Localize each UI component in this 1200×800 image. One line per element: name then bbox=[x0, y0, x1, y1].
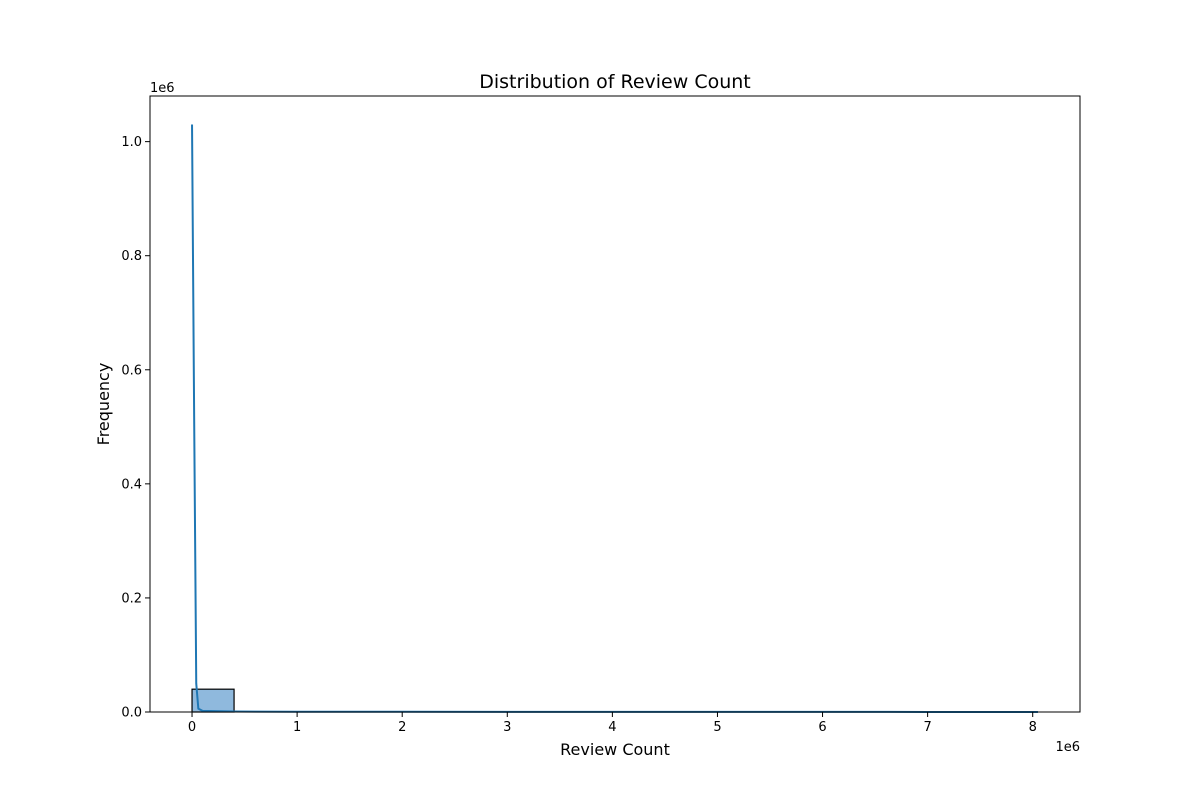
x-axis-title: Review Count bbox=[560, 740, 670, 759]
x-tick-label: 3 bbox=[503, 720, 511, 735]
y-tick-label: 0.8 bbox=[121, 249, 142, 264]
x-tick-label: 2 bbox=[398, 720, 406, 735]
plot-frame bbox=[149, 95, 1081, 713]
x-tick-label: 5 bbox=[713, 720, 721, 735]
x-tick-label: 8 bbox=[1029, 720, 1037, 735]
x-offset-label: 1e6 bbox=[1055, 740, 1080, 755]
x-tick-label: 6 bbox=[818, 720, 826, 735]
x-tick-label: 4 bbox=[608, 720, 616, 735]
chart-title: Distribution of Review Count bbox=[479, 71, 751, 93]
y-offset-label: 1e6 bbox=[150, 81, 175, 96]
x-tick-label: 1 bbox=[293, 720, 301, 735]
x-tick-label: 0 bbox=[188, 720, 196, 735]
y-tick-label: 0.6 bbox=[121, 363, 142, 378]
kde-line bbox=[191, 124, 1038, 713]
y-tick-label: 0.4 bbox=[121, 477, 142, 492]
y-tick-label: 0.0 bbox=[121, 706, 142, 721]
x-ticks: 0 1 2 3 4 5 6 7 8 bbox=[188, 712, 1037, 735]
y-axis-title: Frequency bbox=[94, 363, 113, 446]
x-tick-label: 7 bbox=[923, 720, 931, 735]
kde-layer bbox=[191, 124, 1038, 713]
y-tick-label: 0.2 bbox=[121, 591, 142, 606]
y-ticks: 0.0 0.2 0.4 0.6 0.8 1.0 bbox=[121, 135, 150, 721]
y-tick-label: 1.0 bbox=[121, 135, 142, 150]
